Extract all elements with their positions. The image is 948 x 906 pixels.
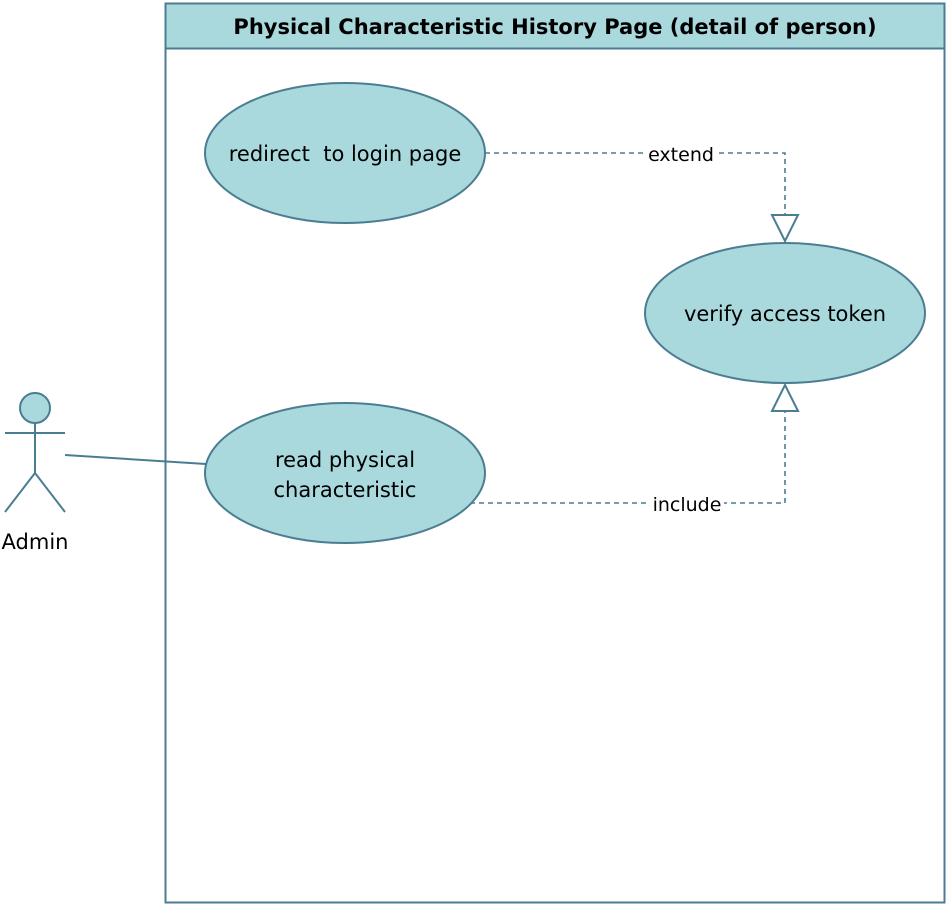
use-case-redirect-ellipse [204, 82, 486, 224]
include-relation: include [470, 382, 800, 516]
extend-relation: extend [485, 143, 800, 244]
system-title: Physical Characteristic History Page (de… [233, 15, 876, 39]
use-case-read: read physical characteristic [204, 402, 486, 544]
actor-label: Admin [2, 530, 69, 554]
extend-dashed-line [485, 152, 786, 215]
extend-arrowhead [770, 214, 800, 244]
use-case-read-ellipse [204, 402, 486, 544]
include-label-bg [650, 493, 724, 515]
use-case-redirect: redirect to login page [204, 82, 486, 224]
use-case-verify-label: verify access token [684, 302, 886, 326]
actor-admin: Admin [2, 392, 69, 554]
use-case-verify-ellipse [644, 242, 926, 384]
include-dashed-line [470, 411, 786, 504]
use-case-read-label-line2: characteristic [274, 478, 417, 502]
actor-right-leg [34, 472, 66, 513]
use-case-redirect-label: redirect to login page [229, 142, 462, 166]
system-title-bar [164, 2, 946, 50]
include-label: include [653, 494, 722, 516]
use-case-verify: verify access token [644, 242, 926, 384]
use-case-read-label-line1: read physical [275, 448, 415, 472]
association-line [64, 454, 207, 465]
extend-label: extend [648, 144, 714, 166]
actor-left-leg [4, 472, 36, 513]
include-arrowhead [770, 382, 800, 412]
actor-head [19, 392, 51, 424]
extend-label-bg [647, 143, 715, 165]
